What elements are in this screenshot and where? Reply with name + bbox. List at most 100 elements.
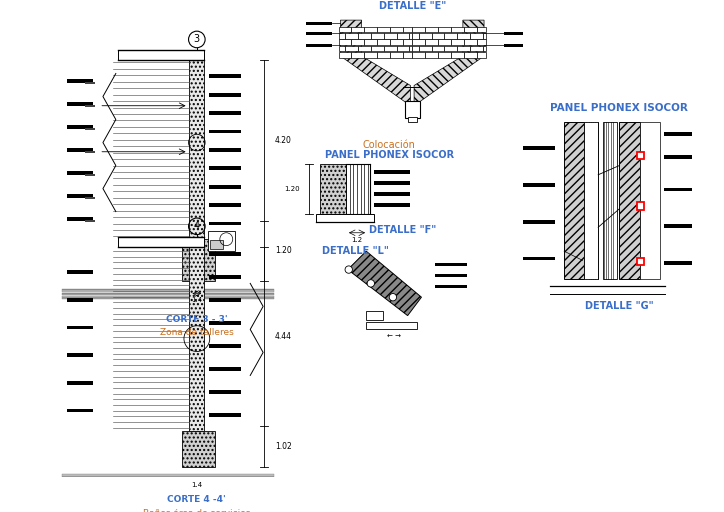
Bar <box>445 46 458 51</box>
Bar <box>306 22 332 25</box>
Bar <box>67 217 93 221</box>
Bar <box>412 27 425 32</box>
Bar <box>85 151 95 153</box>
Bar <box>209 130 241 133</box>
Polygon shape <box>340 20 411 105</box>
Bar <box>664 156 700 159</box>
Bar <box>67 409 93 412</box>
Bar <box>438 39 451 45</box>
Bar <box>67 270 93 274</box>
Bar <box>339 33 345 38</box>
Bar <box>470 46 483 51</box>
Bar <box>374 170 411 174</box>
Bar <box>351 52 364 58</box>
Bar <box>67 194 93 198</box>
Text: DETALLE "F": DETALLE "F" <box>369 225 437 235</box>
Text: CORTE 4 -4': CORTE 4 -4' <box>167 495 226 504</box>
Bar <box>523 183 555 187</box>
Bar <box>62 289 274 292</box>
Bar <box>209 275 241 279</box>
Bar <box>603 122 617 279</box>
Bar <box>209 148 241 152</box>
Bar <box>345 46 358 51</box>
Bar <box>364 39 377 45</box>
Bar <box>209 344 241 348</box>
Bar <box>412 46 418 51</box>
Bar <box>67 353 93 357</box>
Bar <box>412 52 425 58</box>
Bar <box>464 27 476 32</box>
Bar <box>397 33 410 38</box>
Bar <box>209 222 241 225</box>
Bar <box>351 27 364 32</box>
Bar <box>483 33 486 38</box>
Bar <box>412 33 418 38</box>
Bar <box>190 60 204 239</box>
Bar <box>85 220 95 222</box>
Bar <box>384 46 397 51</box>
Bar <box>209 74 241 78</box>
Bar <box>339 52 351 58</box>
Bar <box>209 321 241 325</box>
Bar <box>438 52 451 58</box>
Bar <box>62 292 274 295</box>
Bar <box>377 39 390 45</box>
Text: PANEL PHONEX ISOCOR: PANEL PHONEX ISOCOR <box>550 103 689 114</box>
Bar <box>564 122 584 279</box>
Bar <box>62 478 274 480</box>
Bar <box>67 102 93 105</box>
Bar <box>384 33 397 38</box>
Bar <box>464 52 476 58</box>
Bar <box>306 44 332 47</box>
Bar <box>67 171 93 175</box>
Bar <box>408 117 417 122</box>
Bar <box>366 322 417 329</box>
Bar <box>637 258 644 265</box>
Bar <box>505 44 523 47</box>
Bar <box>664 261 700 265</box>
Bar <box>67 326 93 329</box>
Bar <box>451 27 464 32</box>
Bar <box>67 79 93 83</box>
Bar <box>397 46 410 51</box>
Bar <box>182 431 215 467</box>
Bar <box>209 413 241 417</box>
Bar <box>664 188 700 191</box>
Bar <box>458 33 470 38</box>
Bar <box>403 52 412 58</box>
Bar <box>425 52 438 58</box>
Bar <box>470 33 483 38</box>
Bar <box>209 298 241 302</box>
Bar <box>438 27 451 32</box>
Bar <box>209 390 241 394</box>
Bar <box>390 52 403 58</box>
Bar <box>209 252 241 256</box>
Text: Zona de talleres: Zona de talleres <box>160 328 234 337</box>
Text: 1.4: 1.4 <box>191 297 203 303</box>
Bar <box>458 46 470 51</box>
Bar <box>209 203 241 207</box>
Bar <box>208 231 235 251</box>
Bar <box>62 481 274 484</box>
Bar <box>584 122 598 279</box>
Bar <box>306 32 332 35</box>
Bar <box>190 247 204 431</box>
Bar <box>639 122 660 279</box>
Bar <box>476 39 486 45</box>
Bar <box>85 128 95 130</box>
Bar <box>209 185 241 188</box>
Bar <box>432 33 445 38</box>
Bar <box>377 52 390 58</box>
Bar <box>619 122 639 279</box>
Bar <box>118 51 204 60</box>
Bar <box>85 105 95 106</box>
Bar <box>664 133 700 136</box>
Bar <box>476 52 486 58</box>
Text: 4.44: 4.44 <box>275 332 292 341</box>
Bar <box>435 263 468 266</box>
Bar <box>637 152 644 159</box>
Bar <box>85 197 95 199</box>
Bar <box>364 27 377 32</box>
Bar <box>451 39 464 45</box>
Bar <box>358 33 371 38</box>
